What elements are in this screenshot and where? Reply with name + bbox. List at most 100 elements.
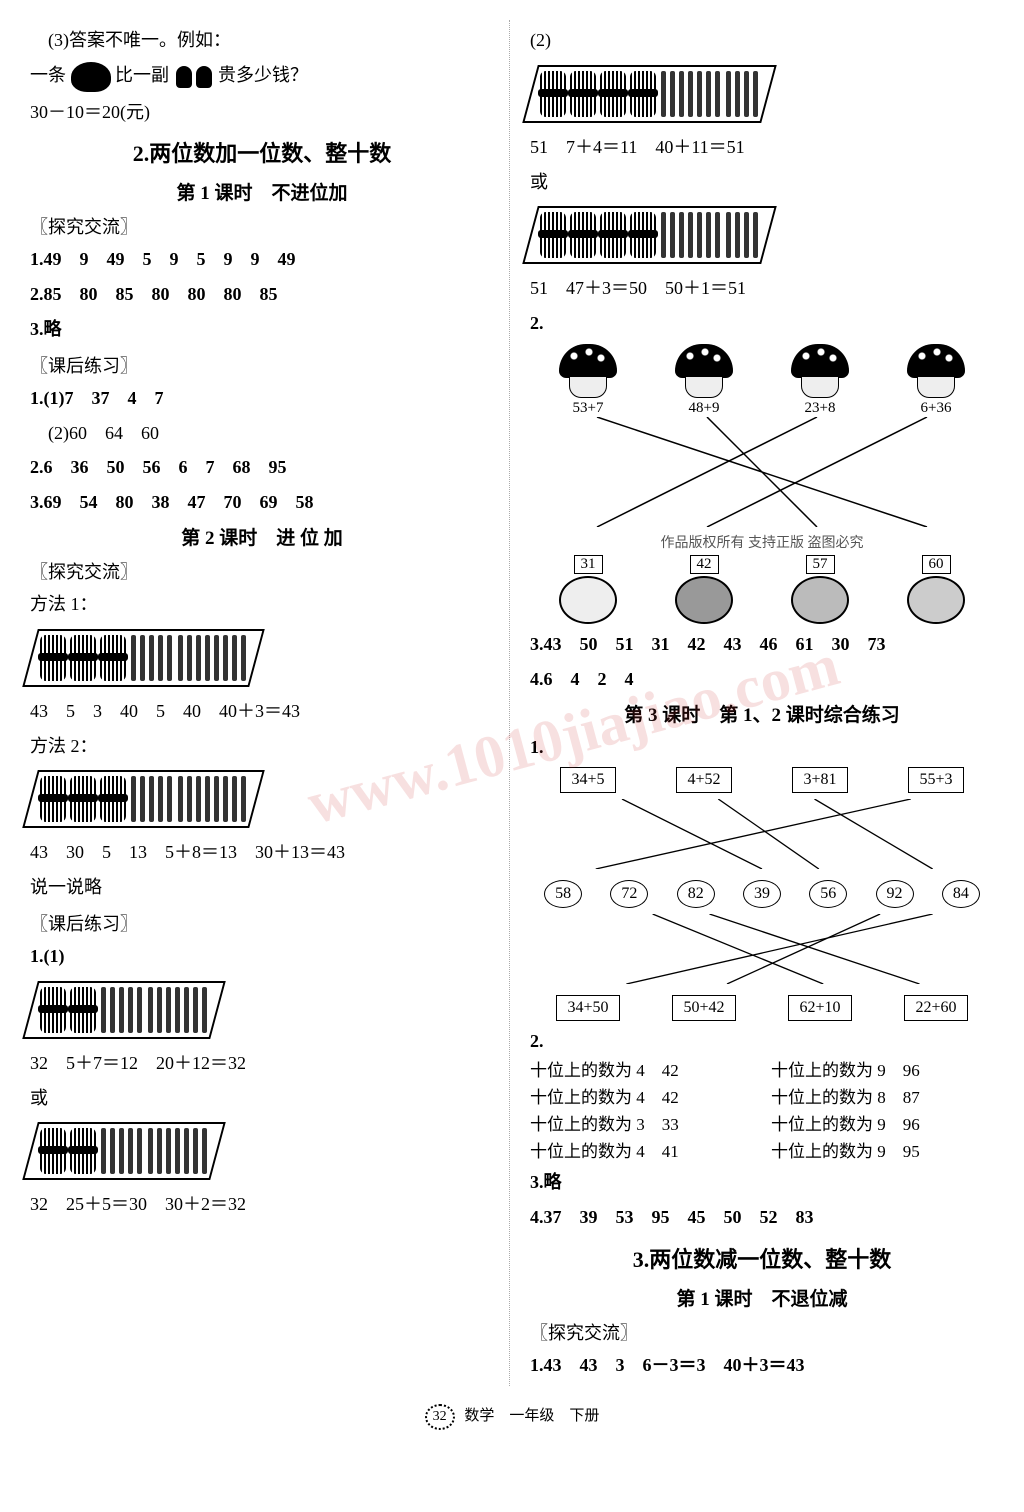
text: 十位上的数为 4 41 xyxy=(530,1137,753,1162)
mushroom-cap-icon xyxy=(675,344,733,378)
text: 一条 xyxy=(30,65,66,85)
tens-grid: 十位上的数为 4 42 十位上的数为 9 96 十位上的数为 4 42 十位上的… xyxy=(530,1056,994,1162)
example-line: 一条 比一副 贵多少钱？ xyxy=(30,61,494,92)
lesson-title: 第 1 课时 不进位加 xyxy=(30,178,494,205)
text: 方法 2： xyxy=(30,732,494,761)
page-columns: (3)答案不唯一。例如： 一条 比一副 贵多少钱？ 30－10＝20(元) 2.… xyxy=(30,20,994,1386)
expr-box: 62+10 xyxy=(788,995,851,1021)
mushroom-cap-icon xyxy=(791,344,849,378)
text: 2.85 80 85 80 80 80 85 xyxy=(30,280,494,309)
text: 十位上的数为 8 87 xyxy=(771,1083,994,1108)
bundle-diagram xyxy=(30,625,494,691)
mushroom-item: 48+9 xyxy=(654,344,754,417)
matching-lines-upper xyxy=(530,799,994,869)
expr-box: 4+52 xyxy=(676,767,731,793)
mushroom-label: 53+7 xyxy=(538,400,638,417)
animal-label: 60 xyxy=(922,555,951,574)
animal-item: 57 xyxy=(770,552,870,624)
heading: 〖探究交流〗 xyxy=(530,1319,994,1345)
text: 2. xyxy=(530,1031,544,1051)
lesson-title: 第 3 课时 第 1、2 课时综合练习 xyxy=(530,700,994,727)
expr-box: 34+5 xyxy=(560,767,615,793)
matching-lines-lower xyxy=(530,914,994,984)
expr-box: 50+42 xyxy=(672,995,735,1021)
expr-box: 22+60 xyxy=(904,995,967,1021)
animal-item: 60 xyxy=(886,552,986,624)
text: 十位上的数为 4 42 xyxy=(530,1083,753,1108)
mushroom-cap-icon xyxy=(559,344,617,378)
mushroom-cap-icon xyxy=(907,344,965,378)
cloud: 39 xyxy=(743,880,781,908)
matching-lines xyxy=(530,417,994,527)
cloud: 84 xyxy=(942,880,980,908)
bundle-diagram xyxy=(30,766,494,832)
mushroom-label: 6+36 xyxy=(886,400,986,417)
chick-icon xyxy=(559,576,617,624)
expr-box: 3+81 xyxy=(792,767,847,793)
animal-item: 42 xyxy=(654,552,754,624)
heading: 〖课后练习〗 xyxy=(30,910,494,936)
lesson-title: 第 1 课时 不退位减 xyxy=(530,1284,994,1311)
left-column: (3)答案不唯一。例如： 一条 比一副 贵多少钱？ 30－10＝20(元) 2.… xyxy=(30,20,510,1386)
cloud: 92 xyxy=(876,880,914,908)
mushroom-stem-icon xyxy=(801,376,839,398)
mittens-icon xyxy=(174,62,214,92)
text: 说一说略 xyxy=(30,873,494,902)
text: 3.69 54 80 38 47 70 69 58 xyxy=(30,488,494,517)
text: (3)答案不唯一。例如： xyxy=(30,26,494,55)
text: 3.略 xyxy=(530,1168,994,1197)
cloud: 72 xyxy=(610,880,648,908)
text: (2)60 64 60 xyxy=(30,419,494,448)
bundle-diagram xyxy=(530,61,994,127)
text: 或 xyxy=(30,1084,494,1113)
text: 51 47＋3＝50 50＋1＝51 xyxy=(530,274,994,303)
mushroom-label: 23+8 xyxy=(770,400,870,417)
right-column: (2) 51 7＋4＝11 40＋11＝51 或 51 47＋3＝50 50＋1… xyxy=(530,20,994,1386)
text: 4.6 4 2 4 xyxy=(530,665,994,694)
cloud: 56 xyxy=(809,880,847,908)
text: 4.37 39 53 95 45 50 52 83 xyxy=(530,1203,994,1232)
cloud: 82 xyxy=(677,880,715,908)
top-box-row: 34+5 4+52 3+81 55+3 xyxy=(530,767,994,793)
text: 43 30 5 13 5＋8＝13 30＋13＝43 xyxy=(30,838,494,867)
text: 1.43 43 3 6－3＝3 40＋3＝43 xyxy=(530,1351,994,1380)
heading: 〖探究交流〗 xyxy=(30,213,494,239)
scarf-icon xyxy=(71,62,111,92)
animal-row: 31 42 57 60 xyxy=(530,552,994,624)
mushroom-stem-icon xyxy=(917,376,955,398)
bundle-diagram xyxy=(30,977,494,1043)
text: 3.43 50 51 31 42 43 46 61 30 73 xyxy=(530,630,994,659)
cat-icon xyxy=(791,576,849,624)
animal-label: 42 xyxy=(690,555,719,574)
text: 1.(1) xyxy=(30,942,494,971)
mushroom-row: 53+7 48+9 23+8 6+36 xyxy=(530,344,994,417)
text: (2) xyxy=(530,26,994,55)
text: 51 7＋4＝11 40＋11＝51 xyxy=(530,133,994,162)
expr-box: 34+50 xyxy=(556,995,619,1021)
footer-text: 数学 一年级 下册 xyxy=(464,1408,599,1424)
page-number: 32 xyxy=(425,1404,455,1430)
text: 十位上的数为 3 33 xyxy=(530,1110,753,1135)
mushroom-item: 6+36 xyxy=(886,344,986,417)
text: 3.略 xyxy=(30,315,494,344)
text: 32 25＋5＝30 30＋2＝32 xyxy=(30,1190,494,1219)
text: 1.(1)7 37 4 7 xyxy=(30,384,494,413)
copyright-text: 作品版权所有 支持正版 盗图必究 xyxy=(530,532,994,552)
section-title: 2.两位数加一位数、整十数 xyxy=(30,136,494,168)
text: 2. xyxy=(530,309,994,338)
bottom-box-row: 34+50 50+42 62+10 22+60 xyxy=(530,995,994,1021)
text: 1.49 9 49 5 9 5 9 9 49 xyxy=(30,245,494,274)
mushroom-label: 48+9 xyxy=(654,400,754,417)
leopard-icon xyxy=(675,576,733,624)
text: 43 5 3 40 5 40 40＋3＝43 xyxy=(30,697,494,726)
mushroom-item: 53+7 xyxy=(538,344,638,417)
text: 比一副 xyxy=(115,65,169,85)
mushroom-stem-icon xyxy=(569,376,607,398)
text: 方法 1： xyxy=(30,590,494,619)
animal-label: 57 xyxy=(806,555,835,574)
lesson-title: 第 2 课时 进 位 加 xyxy=(30,523,494,550)
heading: 〖课后练习〗 xyxy=(30,352,494,378)
tiger-icon xyxy=(907,576,965,624)
animal-label: 31 xyxy=(574,555,603,574)
text: 1. xyxy=(530,733,994,762)
